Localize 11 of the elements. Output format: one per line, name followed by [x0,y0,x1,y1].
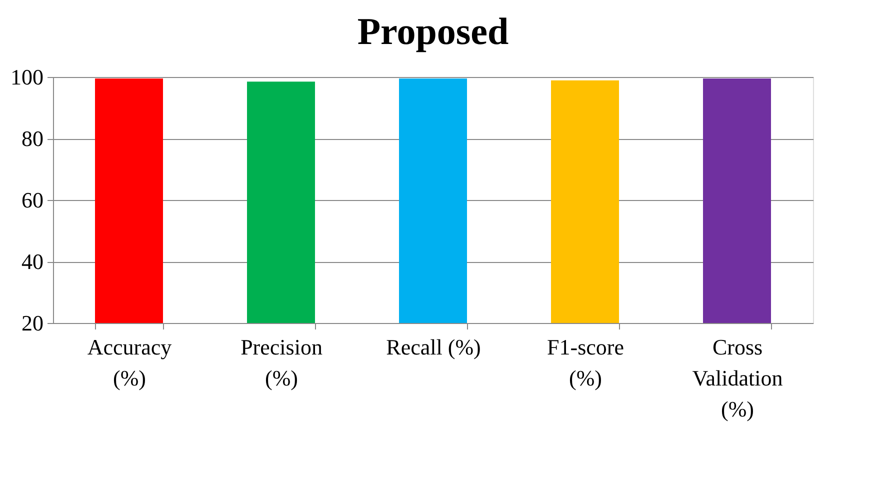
x-tick-label: Precision (%) [240,334,322,390]
x-tick-label: Recall (%) [386,334,481,360]
x-tick-label: F1-score (%) [547,334,624,390]
y-tick-label: 40 [22,249,44,274]
x-tick-label: Accuracy (%) [87,334,172,390]
x-tick-label: Cross Validation (%) [692,334,783,422]
y-tick-label: 80 [22,126,44,151]
y-tick-label: 60 [22,188,44,212]
y-tick-label: 20 [22,310,44,336]
y-tick-label: 100 [10,64,44,90]
chart-title: Proposed [357,11,509,53]
